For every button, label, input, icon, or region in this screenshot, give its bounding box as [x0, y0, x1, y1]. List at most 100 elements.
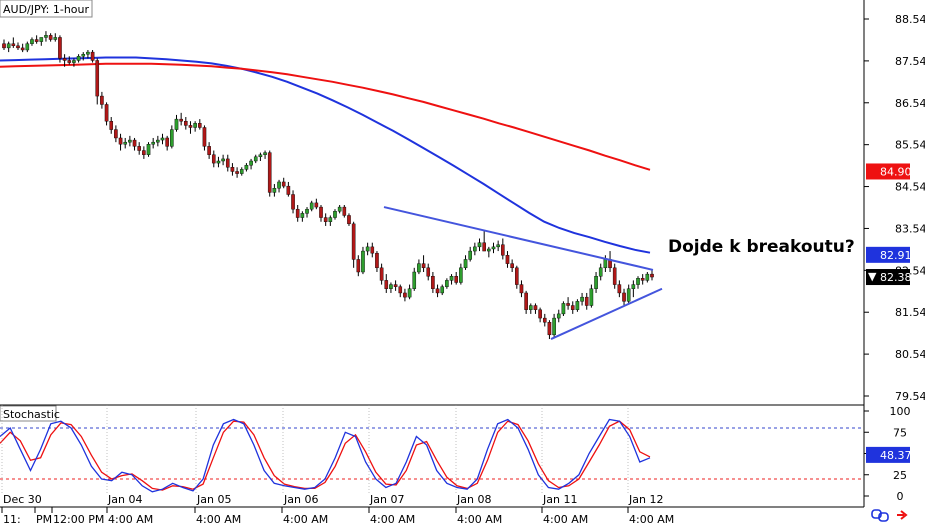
candle-body — [104, 104, 109, 122]
candle-body — [235, 171, 239, 174]
candle-body — [188, 125, 193, 128]
candle-body — [393, 284, 398, 287]
candle-body — [207, 146, 211, 155]
candle-body — [319, 206, 323, 218]
candle-body — [193, 123, 197, 128]
candle-body — [482, 242, 486, 252]
candle-body — [174, 118, 179, 130]
candle-body — [277, 181, 281, 189]
candle-body — [375, 252, 379, 269]
candle-body — [589, 288, 594, 306]
candle-body — [128, 139, 132, 143]
candle-body — [468, 250, 472, 260]
candle-body — [216, 160, 221, 164]
candle-body — [584, 296, 589, 306]
time-label: 4:00 AM — [196, 513, 241, 525]
stochastic-panel: 100755025048.37 — [0, 405, 912, 503]
candle-body — [291, 194, 295, 210]
candle-body — [184, 121, 188, 126]
candle-body — [598, 267, 603, 277]
candle-body — [132, 139, 137, 147]
candle-body — [239, 169, 244, 174]
candle-body — [556, 313, 561, 319]
candle-body — [342, 206, 347, 216]
candle-body — [370, 246, 375, 254]
candle-body — [20, 47, 25, 51]
price-tag-box — [866, 163, 910, 180]
candle-body — [356, 259, 361, 273]
stochastic-value-box — [866, 446, 910, 463]
price-tag-box — [866, 246, 910, 263]
candle-body — [491, 246, 496, 250]
price-tag-box — [866, 269, 910, 286]
candle-body — [142, 150, 146, 155]
candle-body — [114, 129, 118, 139]
candle-body — [617, 284, 622, 294]
candle-body — [11, 43, 16, 47]
candle-body — [431, 275, 435, 289]
candle-body — [440, 286, 445, 294]
stochastic-tick-label: 100 — [890, 405, 911, 418]
candle-body — [449, 275, 454, 281]
candle-body — [100, 95, 104, 105]
link-icon[interactable] — [871, 509, 889, 522]
time-label: 11: — [3, 513, 21, 525]
candle-body — [435, 288, 440, 294]
candle-body — [2, 43, 6, 49]
candle-body — [323, 217, 328, 222]
candle-body — [197, 123, 202, 128]
moving-averages — [0, 56, 651, 254]
candle-body — [258, 154, 263, 158]
candle-body — [384, 280, 389, 289]
candle-body — [281, 181, 286, 187]
candle-body — [417, 263, 421, 273]
candle-body — [76, 56, 81, 61]
candle-body — [547, 322, 552, 336]
candle-body — [328, 217, 333, 222]
stochastic-tick-label: 0 — [897, 490, 904, 503]
candle-body — [566, 303, 570, 306]
time-label: 4:00 AM — [108, 513, 153, 525]
price-tick-label: 79.54 — [895, 390, 925, 403]
candle-body — [533, 305, 538, 310]
candle-body — [650, 273, 654, 278]
candle-body — [640, 278, 645, 281]
time-axis-labels: Dec 30 Jan 04 Jan 05 Jan 06 Jan 07 Jan 08 Jan … — [1, 405, 674, 525]
price-tick-label: 86.54 — [895, 97, 925, 110]
moving-average-line — [0, 56, 651, 254]
candle-body — [445, 280, 449, 287]
candle-body — [165, 137, 169, 147]
arrow-icon[interactable] — [897, 510, 908, 520]
candle-body — [463, 259, 468, 269]
candle-body — [603, 259, 608, 269]
candle-body — [645, 273, 650, 281]
price-tags: 84.90 82.91 82.38▼ — [866, 163, 912, 286]
stochastic-d-line — [0, 420, 651, 491]
time-label: 4:00 AM — [457, 513, 502, 525]
candle-body — [44, 35, 48, 38]
candle-body — [347, 215, 351, 225]
time-label: 12:00 PM — [53, 513, 104, 525]
candle-body — [295, 208, 300, 218]
price-axis-ticks: 88.5487.5486.5485.5484.5483.5482.5481.54… — [864, 13, 925, 403]
candle-body — [594, 275, 598, 289]
candle-body — [505, 255, 510, 264]
candle-body — [379, 267, 384, 281]
price-panel — [0, 0, 864, 405]
date-label: Jan 07 — [369, 493, 404, 506]
candle-body — [515, 267, 519, 285]
candle-body — [86, 51, 90, 55]
candle-body — [454, 275, 459, 283]
price-tick-label: 84.54 — [895, 181, 925, 194]
candle-body — [53, 37, 58, 40]
candle-body — [230, 167, 235, 172]
candle-body — [221, 158, 225, 162]
candle-body — [263, 152, 267, 155]
stochastic-value-label: 48.37 — [880, 449, 912, 462]
candle-body — [421, 263, 426, 269]
trendline — [550, 287, 663, 340]
candle-body — [253, 156, 258, 162]
candle-body — [67, 60, 72, 63]
candle-body — [160, 137, 165, 141]
